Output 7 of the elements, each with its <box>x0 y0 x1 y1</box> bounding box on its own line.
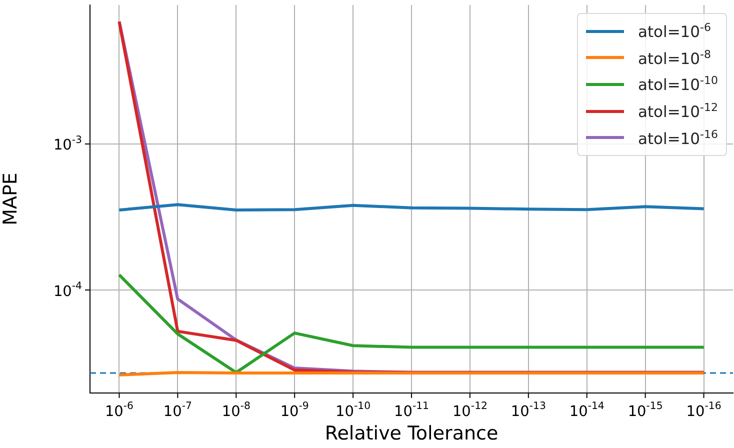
x-axis-title: Relative Tolerance <box>324 422 498 445</box>
legend-label: atol=10$^{-6}$ <box>638 21 711 42</box>
legend-label: atol=10$^{-10}$ <box>638 74 718 95</box>
legend-label: atol=10$^{-8}$ <box>638 48 711 68</box>
legend-label: atol=10$^{-12}$ <box>638 101 718 122</box>
y-axis-title: MAPE <box>0 172 22 226</box>
legend-label: atol=10$^{-16}$ <box>638 128 718 148</box>
